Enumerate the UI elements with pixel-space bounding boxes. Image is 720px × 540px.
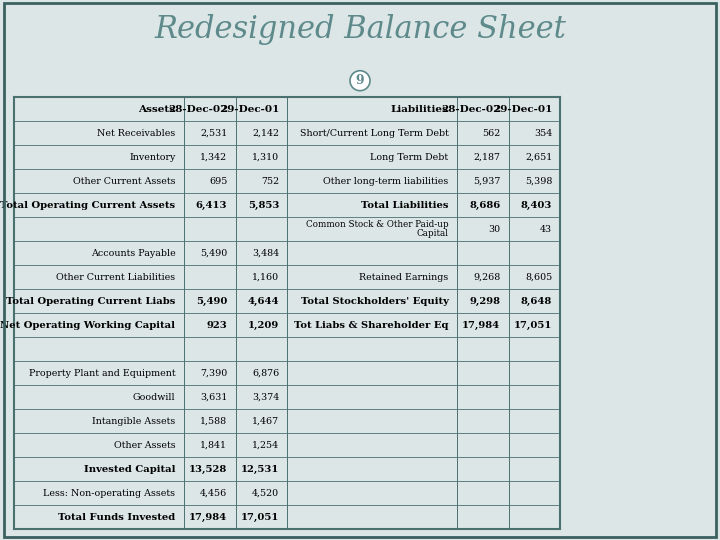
Text: 2,187: 2,187 xyxy=(473,153,500,161)
Text: 2,651: 2,651 xyxy=(525,153,552,161)
Text: 8,605: 8,605 xyxy=(525,273,552,282)
Text: Liabilities: Liabilities xyxy=(390,105,449,114)
Text: 4,644: 4,644 xyxy=(248,296,279,306)
Text: 43: 43 xyxy=(540,225,552,234)
Text: Other Current Liabilities: Other Current Liabilities xyxy=(56,273,176,282)
Text: Total Liabilities: Total Liabilities xyxy=(361,201,449,210)
Text: 29-Dec-01: 29-Dec-01 xyxy=(492,105,552,114)
Text: Accounts Payable: Accounts Payable xyxy=(91,249,176,258)
Text: 6,876: 6,876 xyxy=(252,369,279,377)
Text: Net Receivables: Net Receivables xyxy=(97,129,176,138)
Text: Retained Earnings: Retained Earnings xyxy=(359,273,449,282)
Text: Other Assets: Other Assets xyxy=(114,441,176,450)
Text: 5,853: 5,853 xyxy=(248,201,279,210)
Text: Total Stockholders' Equity: Total Stockholders' Equity xyxy=(300,296,449,306)
Text: 5,398: 5,398 xyxy=(525,177,552,186)
Text: 562: 562 xyxy=(482,129,500,138)
Text: 17,051: 17,051 xyxy=(514,321,552,330)
Text: 1,588: 1,588 xyxy=(200,417,228,426)
Text: 1,160: 1,160 xyxy=(252,273,279,282)
Text: Less: Non-operating Assets: Less: Non-operating Assets xyxy=(43,489,176,498)
Text: Assets: Assets xyxy=(138,105,176,114)
Text: Long Term Debt: Long Term Debt xyxy=(370,153,449,161)
Text: 8,686: 8,686 xyxy=(469,201,500,210)
Text: 1,841: 1,841 xyxy=(200,441,228,450)
Text: Redesigned Balance Sheet: Redesigned Balance Sheet xyxy=(154,14,566,45)
Text: 12,531: 12,531 xyxy=(240,465,279,474)
Text: Tot Liabs & Shareholder Eq: Tot Liabs & Shareholder Eq xyxy=(294,321,449,330)
Text: 1,209: 1,209 xyxy=(248,321,279,330)
Text: Total Operating Current Liabs: Total Operating Current Liabs xyxy=(6,296,176,306)
Text: 5,490: 5,490 xyxy=(196,296,228,306)
Text: 6,413: 6,413 xyxy=(196,201,228,210)
Text: 1,254: 1,254 xyxy=(252,441,279,450)
Text: 923: 923 xyxy=(207,321,228,330)
Text: 9,298: 9,298 xyxy=(469,296,500,306)
Text: Other long-term liabilities: Other long-term liabilities xyxy=(323,177,449,186)
Text: 17,984: 17,984 xyxy=(189,512,228,522)
Text: Intangible Assets: Intangible Assets xyxy=(92,417,176,426)
Text: 5,490: 5,490 xyxy=(200,249,228,258)
Text: 7,390: 7,390 xyxy=(200,369,228,377)
Text: 354: 354 xyxy=(534,129,552,138)
Text: 3,374: 3,374 xyxy=(252,393,279,402)
Text: 8,403: 8,403 xyxy=(521,201,552,210)
Text: Invested Capital: Invested Capital xyxy=(84,465,176,474)
Text: 17,984: 17,984 xyxy=(462,321,500,330)
Text: 5,937: 5,937 xyxy=(473,177,500,186)
Text: 4,520: 4,520 xyxy=(252,489,279,498)
Text: 695: 695 xyxy=(209,177,228,186)
Text: 2,142: 2,142 xyxy=(252,129,279,138)
Text: Goodwill: Goodwill xyxy=(132,393,176,402)
Text: Other Current Assets: Other Current Assets xyxy=(73,177,176,186)
Text: Total Funds Invested: Total Funds Invested xyxy=(58,512,176,522)
Text: 3,631: 3,631 xyxy=(200,393,228,402)
Text: Common Stock & Other Paid-up: Common Stock & Other Paid-up xyxy=(306,220,449,229)
Text: 1,310: 1,310 xyxy=(252,153,279,161)
Text: 13,528: 13,528 xyxy=(189,465,228,474)
Text: Capital: Capital xyxy=(416,230,449,238)
Text: 9,268: 9,268 xyxy=(473,273,500,282)
Text: 17,051: 17,051 xyxy=(240,512,279,522)
Text: 30: 30 xyxy=(488,225,500,234)
Text: 8,648: 8,648 xyxy=(521,296,552,306)
Text: 28-Dec-02: 28-Dec-02 xyxy=(441,105,500,114)
Text: 28-Dec-02: 28-Dec-02 xyxy=(168,105,228,114)
Text: 2,531: 2,531 xyxy=(200,129,228,138)
Text: 1,467: 1,467 xyxy=(252,417,279,426)
Text: 1,342: 1,342 xyxy=(200,153,228,161)
Text: 9: 9 xyxy=(356,74,364,87)
Text: Property Plant and Equipment: Property Plant and Equipment xyxy=(29,369,176,377)
Text: Short/Current Long Term Debt: Short/Current Long Term Debt xyxy=(300,129,449,138)
Text: 29-Dec-01: 29-Dec-01 xyxy=(220,105,279,114)
Text: 3,484: 3,484 xyxy=(252,249,279,258)
Text: Total Operating Current Assets: Total Operating Current Assets xyxy=(0,201,176,210)
Text: Inventory: Inventory xyxy=(129,153,176,161)
Text: 752: 752 xyxy=(261,177,279,186)
Text: Net Operating Working Capital: Net Operating Working Capital xyxy=(1,321,176,330)
Text: 4,456: 4,456 xyxy=(200,489,228,498)
